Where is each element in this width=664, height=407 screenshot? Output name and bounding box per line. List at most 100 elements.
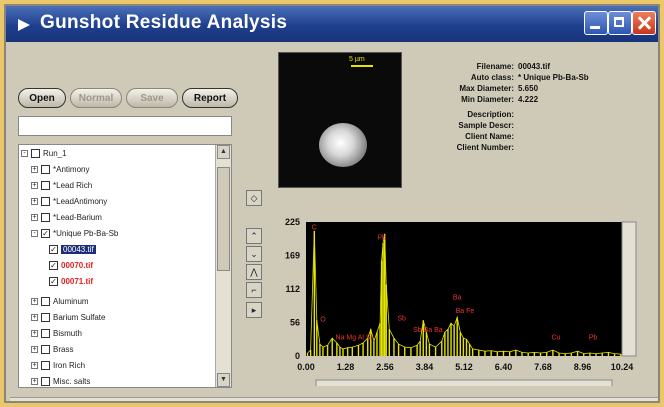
x-tick-label: 6.40 — [495, 362, 513, 372]
checkbox[interactable] — [41, 197, 50, 207]
tree-item[interactable]: ✓ 00043.tif — [49, 243, 96, 257]
tree-item-label: *LeadAntimony — [53, 197, 108, 206]
maxdiam-value: 5.650 — [518, 84, 539, 93]
tree-item[interactable]: + *Antimony — [31, 163, 89, 177]
tree-item-label: *Lead Rich — [53, 181, 93, 190]
scale-bar — [351, 65, 373, 67]
checkbox-checked[interactable]: ✓ — [49, 277, 58, 287]
filename-label: Filename: — [476, 62, 514, 71]
maximize-button[interactable] — [608, 11, 632, 35]
tree-item-label: Aluminum — [53, 297, 89, 306]
checkbox[interactable] — [41, 181, 50, 191]
tree-item[interactable]: ✓ 00070.tif — [49, 259, 93, 273]
tree-item[interactable]: + Aluminum — [31, 295, 89, 309]
chart-hscrollbar — [315, 379, 613, 386]
window-hscrollbar[interactable] — [10, 397, 658, 401]
x-tick-label: 5.12 — [455, 362, 473, 372]
x-tick-label: 10.24 — [611, 362, 634, 372]
minimize-button[interactable] — [584, 11, 608, 35]
expand-icon[interactable]: + — [31, 214, 38, 222]
y-tick-label: 0 — [295, 351, 300, 361]
tree-item[interactable]: + Misc. salts — [31, 375, 90, 387]
tree-item[interactable]: ✓ 00071.tif — [49, 275, 93, 289]
mindiam-label: Min Diameter: — [461, 95, 514, 104]
element-label: Pb — [589, 334, 598, 341]
open-button[interactable]: Open — [18, 88, 66, 108]
particle-image: 5 µm — [278, 52, 402, 188]
tree-item[interactable]: + *LeadAntimony — [31, 195, 107, 209]
marker-icon[interactable]: ⌐ — [246, 282, 262, 298]
cursor-icon[interactable]: ▸ — [246, 302, 262, 318]
x-tick-label: 3.84 — [416, 362, 434, 372]
tree-item[interactable]: + Barium Sulfate — [31, 311, 105, 325]
report-button[interactable]: Report — [182, 88, 238, 108]
save-button[interactable]: Save — [126, 88, 178, 108]
arrow-up-icon[interactable]: ⌃ — [246, 228, 262, 244]
checkbox[interactable] — [41, 297, 50, 307]
tree-item[interactable]: + *Lead-Barium — [31, 211, 102, 225]
x-tick-label: 1.28 — [337, 362, 355, 372]
filter-field[interactable] — [18, 116, 232, 136]
expand-icon[interactable]: + — [31, 378, 38, 386]
checkbox-checked[interactable]: ✓ — [49, 261, 58, 271]
element-label: Ba Fe — [456, 308, 475, 315]
y-tick-label: 112 — [285, 284, 300, 294]
autoclass-label: Auto class: — [470, 73, 514, 82]
tree-item[interactable]: + Brass — [31, 343, 73, 357]
expand-icon[interactable]: + — [31, 298, 38, 306]
tree-item[interactable]: + Iron Rich — [31, 359, 85, 373]
maxdiam-label: Max Diameter: — [459, 84, 514, 93]
expand-icon[interactable]: + — [31, 166, 38, 174]
element-label: C — [312, 225, 317, 232]
eraser-icon[interactable]: ◇ — [246, 190, 262, 206]
element-label: Sb — [397, 315, 406, 322]
tree-scrollbar[interactable]: ▲ ▼ — [215, 145, 231, 387]
expand-icon[interactable]: + — [31, 362, 38, 370]
peak-icon[interactable]: ⋀ — [246, 264, 262, 280]
description-label: Description: — [467, 110, 514, 119]
arrow-down-icon[interactable]: ⌄ — [246, 246, 262, 262]
collapse-icon[interactable]: - — [31, 230, 38, 238]
scroll-down-icon[interactable]: ▼ — [217, 373, 230, 387]
expand-icon[interactable]: + — [31, 346, 38, 354]
checkbox-checked[interactable]: ✓ — [41, 229, 50, 239]
checkbox[interactable] — [41, 313, 50, 323]
autoclass-value: * Unique Pb-Ba-Sb — [518, 73, 589, 82]
sample-descr-label: Sample Descr: — [458, 121, 514, 130]
scroll-thumb[interactable] — [217, 167, 230, 271]
normal-button[interactable]: Normal — [70, 88, 122, 108]
checkbox[interactable] — [41, 165, 50, 175]
checkbox[interactable] — [41, 213, 50, 223]
close-button[interactable] — [632, 11, 656, 35]
expand-icon[interactable]: + — [31, 198, 38, 206]
filename-value: 00043.tif — [518, 62, 551, 71]
tree-root[interactable]: - Run_1 — [21, 147, 67, 161]
tree-item[interactable]: + *Lead Rich — [31, 179, 92, 193]
tree-root-label: Run_1 — [43, 149, 67, 158]
element-label: Sb Ba Ba — [413, 327, 443, 334]
scale-label: 5 µm — [349, 56, 365, 63]
plot-area — [306, 222, 622, 356]
collapse-icon[interactable]: - — [21, 150, 28, 158]
title-bar[interactable]: Gunshot Residue Analysis — [6, 6, 658, 42]
tree-item[interactable]: + Bismuth — [31, 327, 82, 341]
element-label: Cu — [551, 334, 560, 341]
classification-tree: - Run_1 + *Antimony + *Lead Rich + *LeadAnti… — [18, 144, 232, 388]
element-label: Na Mg Al Si — [336, 334, 373, 341]
tree-item-label: Iron Rich — [53, 361, 86, 370]
checkbox[interactable] — [41, 377, 50, 387]
tree-item-label: *Unique Pb-Ba-Sb — [53, 229, 119, 238]
checkbox-checked[interactable]: ✓ — [49, 245, 58, 255]
chart-vscrollbar — [621, 221, 637, 357]
scroll-up-icon[interactable]: ▲ — [217, 145, 230, 159]
mindiam-value: 4.222 — [518, 95, 539, 104]
expand-icon[interactable]: + — [31, 314, 38, 322]
tree-item-label: *Antimony — [53, 165, 90, 174]
tree-item[interactable]: - ✓ *Unique Pb-Ba-Sb — [31, 227, 118, 241]
expand-icon[interactable]: + — [31, 182, 38, 190]
checkbox[interactable] — [41, 345, 50, 355]
expand-icon[interactable]: + — [31, 330, 38, 338]
checkbox[interactable] — [41, 329, 50, 339]
y-tick-label: 56 — [290, 318, 300, 328]
checkbox[interactable] — [41, 361, 50, 371]
